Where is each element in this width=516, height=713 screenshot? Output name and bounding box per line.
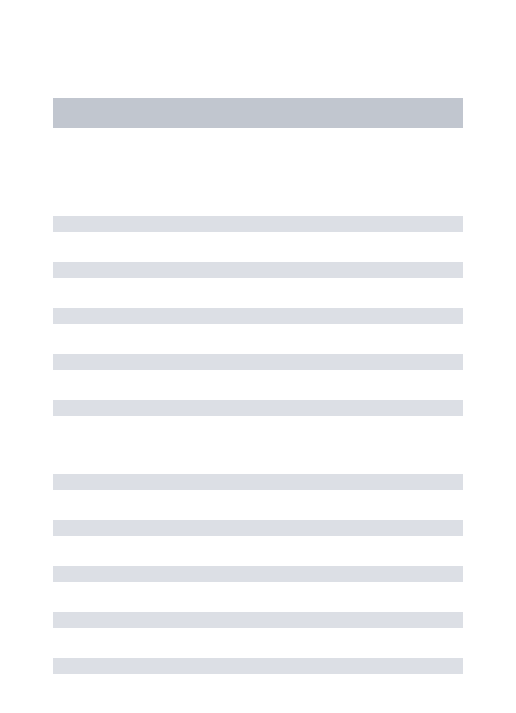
- text-line-placeholder: [53, 520, 463, 536]
- title-placeholder: [53, 98, 463, 128]
- text-line-placeholder: [53, 354, 463, 370]
- text-line-placeholder: [53, 566, 463, 582]
- text-line-placeholder: [53, 308, 463, 324]
- skeleton-loader: [0, 0, 516, 674]
- text-line-placeholder: [53, 474, 463, 490]
- text-line-placeholder: [53, 612, 463, 628]
- text-line-placeholder: [53, 216, 463, 232]
- text-line-placeholder: [53, 262, 463, 278]
- section-gap: [53, 446, 463, 474]
- text-line-placeholder: [53, 658, 463, 674]
- text-line-placeholder: [53, 400, 463, 416]
